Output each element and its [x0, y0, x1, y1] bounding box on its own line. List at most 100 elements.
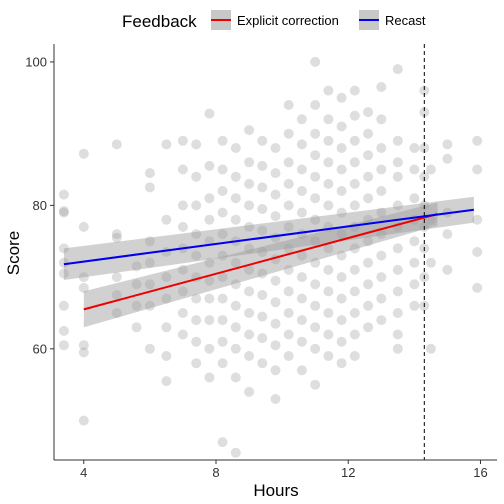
data-point [349, 135, 360, 146]
data-point [472, 164, 483, 175]
data-point [336, 336, 347, 347]
data-point [244, 308, 255, 318]
data-point [131, 300, 142, 311]
data-point [363, 214, 374, 225]
data-point [296, 250, 307, 261]
data-point [191, 229, 202, 240]
data-point [363, 171, 374, 182]
data-point [442, 264, 453, 275]
data-point [310, 150, 321, 161]
data-point [363, 128, 374, 139]
data-point [230, 343, 241, 354]
data-point [283, 308, 294, 318]
data-point [296, 336, 307, 347]
data-point [363, 257, 374, 268]
data-point [191, 358, 202, 369]
data-point [204, 257, 215, 268]
data-point [310, 128, 321, 139]
data-point [78, 282, 89, 293]
data-point [204, 293, 215, 304]
data-point [310, 279, 321, 290]
data-point [58, 207, 69, 218]
data-point [257, 268, 268, 279]
data-point [230, 257, 241, 268]
data-point [425, 257, 436, 268]
data-point [349, 85, 360, 96]
x-tick-label: 4 [80, 465, 87, 480]
data-point [323, 264, 334, 275]
data-point [392, 64, 403, 75]
data-point [310, 257, 321, 268]
data-point [349, 264, 360, 275]
data-point [323, 329, 334, 340]
data-point [376, 250, 387, 261]
data-point [283, 329, 294, 340]
data-point [392, 200, 403, 211]
data-point [244, 386, 255, 397]
data-point [363, 107, 374, 118]
y-axis-title: Score [4, 231, 23, 275]
data-point [244, 157, 255, 168]
legend-key-explicit-correction [211, 10, 231, 30]
data-point [191, 315, 202, 326]
data-point [310, 214, 321, 225]
data-point [230, 279, 241, 290]
data-point [310, 56, 321, 67]
data-point [144, 343, 155, 354]
data-point [283, 200, 294, 211]
data-point [144, 236, 155, 247]
data-point [257, 160, 268, 171]
data-point [58, 189, 69, 200]
data-point [78, 347, 89, 358]
data-point [323, 351, 334, 361]
data-point [177, 286, 188, 297]
data-point [244, 200, 255, 211]
confidence-band-recast [63, 196, 474, 280]
data-point [204, 108, 215, 119]
data-point [217, 207, 228, 218]
data-point [349, 351, 360, 361]
data-point [283, 100, 294, 110]
data-point [58, 340, 69, 351]
data-point [244, 221, 255, 232]
data-point [161, 272, 172, 283]
data-point [392, 343, 403, 354]
data-point [409, 236, 420, 247]
data-point [425, 164, 436, 175]
data-point [323, 286, 334, 297]
data-point [244, 351, 255, 361]
data-point [144, 257, 155, 268]
data-point [425, 343, 436, 354]
data-point [283, 221, 294, 232]
data-point [392, 264, 403, 275]
data-point [349, 157, 360, 168]
data-point [392, 171, 403, 182]
data-point [217, 186, 228, 196]
data-point [376, 164, 387, 175]
data-point [323, 85, 334, 96]
data-point [296, 293, 307, 304]
data-point [191, 336, 202, 347]
data-point [161, 293, 172, 304]
data-point [349, 110, 360, 121]
data-point [392, 308, 403, 318]
data-point [349, 329, 360, 340]
data-point [323, 243, 334, 254]
data-point [257, 225, 268, 236]
data-point [144, 279, 155, 290]
data-point [323, 308, 334, 318]
data-point [244, 178, 255, 189]
data-point [376, 229, 387, 240]
data-point [58, 325, 69, 336]
data-point [363, 150, 374, 161]
data-point [78, 340, 89, 351]
data-point [230, 372, 241, 383]
data-point [230, 193, 241, 204]
data-point [323, 200, 334, 211]
data-point [230, 300, 241, 311]
data-point [392, 329, 403, 340]
fit-line-explicit-correction [83, 213, 438, 311]
data-point [161, 214, 172, 225]
data-point [58, 243, 69, 254]
data-point [336, 143, 347, 153]
